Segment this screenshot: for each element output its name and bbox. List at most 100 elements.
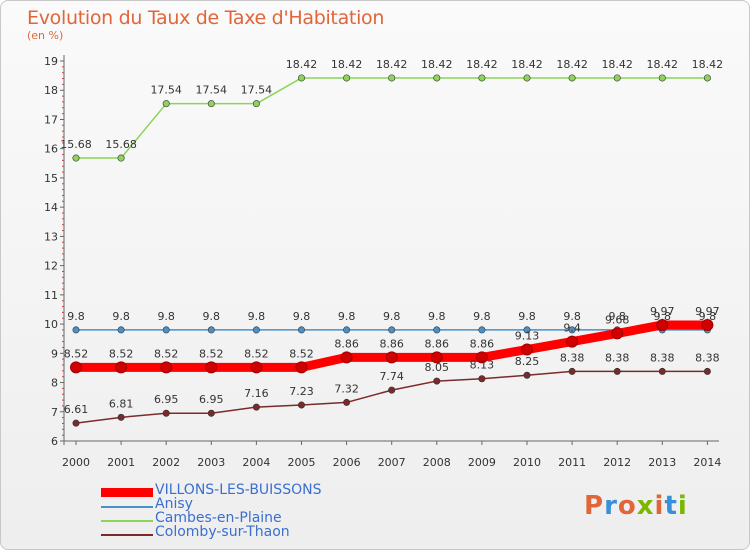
data-label: 9.97: [650, 305, 675, 318]
data-point: [523, 74, 531, 82]
data-label: 9.8: [473, 310, 491, 323]
y-tick-label: 10: [44, 318, 58, 331]
data-label: 9.8: [518, 310, 536, 323]
data-label: 8.25: [515, 355, 540, 368]
x-tick-label: 2004: [242, 456, 270, 469]
data-point: [388, 386, 396, 394]
y-tick-label: 6: [51, 435, 58, 448]
legend-swatch: [101, 520, 153, 522]
x-tick-label: 2009: [468, 456, 496, 469]
data-point: [205, 361, 218, 374]
data-label: 6.61: [64, 403, 89, 416]
data-point: [207, 409, 215, 417]
data-label: 18.42: [466, 58, 498, 71]
data-label: 8.86: [470, 337, 495, 350]
data-label: 9.8: [428, 310, 446, 323]
legend-label: VILLONS-LES-BUISSONS: [155, 482, 322, 498]
logo-letter: P: [584, 491, 605, 521]
logo-letter: o: [617, 491, 637, 521]
data-point: [388, 326, 396, 334]
data-point: [252, 100, 260, 108]
y-tick-label: 18: [44, 84, 58, 97]
data-point: [252, 326, 260, 334]
data-point: [295, 361, 308, 374]
data-point: [478, 74, 486, 82]
data-label: 18.42: [286, 58, 318, 71]
proxiti-logo: Proxiti: [584, 491, 688, 521]
y-tick-label: 16: [44, 143, 58, 156]
data-point: [521, 343, 533, 356]
data-label: 18.42: [376, 58, 408, 71]
data-point: [72, 154, 80, 162]
data-point: [250, 361, 263, 374]
data-label: 7.23: [289, 385, 314, 398]
data-point: [297, 326, 305, 334]
legend-swatch: [101, 488, 153, 497]
x-tick-label: 2006: [333, 456, 361, 469]
y-tick-label: 13: [44, 230, 58, 243]
data-point: [566, 335, 579, 348]
data-label: 8.38: [695, 351, 720, 364]
data-point: [523, 371, 531, 379]
legend-label: Cambes-en-Plaine: [155, 510, 282, 526]
data-point: [72, 326, 80, 334]
data-label: 18.42: [331, 58, 363, 71]
data-label: 18.42: [556, 58, 588, 71]
x-tick-label: 2002: [152, 456, 180, 469]
data-label: 18.42: [511, 58, 543, 71]
data-point: [478, 375, 486, 383]
data-point: [115, 361, 128, 374]
data-label: 17.54: [196, 84, 228, 97]
data-label: 18.42: [647, 58, 679, 71]
x-tick-label: 2000: [62, 456, 90, 469]
data-label: 7.32: [334, 382, 359, 395]
data-point: [297, 401, 305, 409]
data-point: [117, 154, 125, 162]
data-label: 18.42: [601, 58, 633, 71]
x-tick-label: 2008: [423, 456, 451, 469]
data-label: 8.13: [470, 359, 495, 372]
data-label: 9.8: [338, 310, 356, 323]
logo-letter: r: [604, 491, 618, 521]
data-point: [343, 74, 351, 82]
data-label: 18.42: [692, 58, 724, 71]
data-label: 7.74: [379, 370, 404, 383]
data-label: 15.68: [60, 138, 92, 151]
data-label: 9.8: [608, 310, 626, 323]
data-point: [703, 74, 711, 82]
data-label: 9.8: [563, 310, 581, 323]
data-label: 9.8: [654, 310, 672, 323]
data-label: 9.8: [293, 310, 311, 323]
data-point: [701, 318, 714, 331]
logo-letter: i: [654, 491, 665, 521]
data-label: 8.52: [64, 347, 89, 360]
data-label: 9.8: [248, 310, 266, 323]
logo-letter: x: [636, 491, 655, 521]
y-tick-label: 15: [44, 172, 58, 185]
data-label: 6.95: [154, 393, 179, 406]
data-point: [703, 367, 711, 375]
data-label: 8.05: [425, 361, 450, 374]
data-label: 8.52: [199, 347, 224, 360]
data-point: [162, 100, 170, 108]
data-label: 17.54: [241, 84, 273, 97]
data-point: [613, 367, 621, 375]
y-tick-label: 17: [44, 113, 58, 126]
data-label: 8.86: [425, 337, 450, 350]
data-point: [252, 403, 260, 411]
data-point: [430, 351, 443, 364]
data-label: 15.68: [105, 138, 137, 151]
data-point: [72, 419, 80, 427]
data-point: [162, 409, 170, 417]
x-tick-label: 2010: [513, 456, 541, 469]
data-label: 8.38: [560, 351, 585, 364]
x-tick-label: 2014: [693, 456, 721, 469]
data-point: [658, 74, 666, 82]
y-tick-label: 9: [51, 347, 58, 360]
data-label: 7.16: [244, 387, 269, 400]
y-tick-label: 19: [44, 55, 58, 68]
x-tick-label: 2012: [603, 456, 631, 469]
data-point: [117, 326, 125, 334]
legend-swatch: [101, 534, 153, 536]
